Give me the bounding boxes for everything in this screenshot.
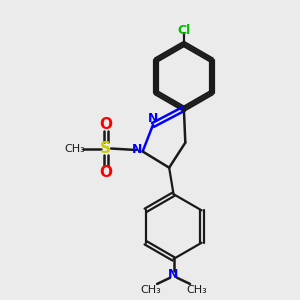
Text: Cl: Cl xyxy=(177,24,190,37)
Text: CH₃: CH₃ xyxy=(140,285,161,296)
Text: S: S xyxy=(100,141,111,156)
Text: N: N xyxy=(132,143,142,157)
Text: O: O xyxy=(99,165,112,180)
Text: CH₃: CH₃ xyxy=(186,285,207,296)
Text: N: N xyxy=(148,112,159,125)
Text: N: N xyxy=(168,268,179,281)
Text: O: O xyxy=(99,117,112,132)
Text: CH₃: CH₃ xyxy=(64,143,85,154)
